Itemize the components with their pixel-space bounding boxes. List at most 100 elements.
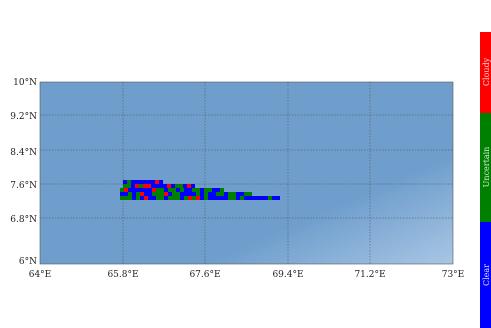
swath-pixel — [220, 188, 224, 192]
swath-pixel — [216, 192, 220, 196]
y-tick-label: 7.6°N — [10, 181, 37, 191]
swath-pixel — [140, 192, 144, 196]
swath-pixel — [123, 180, 127, 184]
legend-label-clear: Clear — [482, 264, 491, 286]
legend-swatch-clear — [480, 222, 491, 328]
swath-pixel — [160, 192, 164, 196]
swath-pixel — [152, 196, 156, 200]
swath-pixel — [152, 188, 156, 192]
swath-pixel — [196, 196, 200, 200]
swath-pixel — [248, 192, 252, 196]
swath-pixel — [188, 188, 192, 192]
swath-pixel — [208, 196, 212, 200]
y-tick-label: 10°N — [13, 78, 37, 88]
swath-pixel — [204, 192, 208, 196]
swath-pixel — [144, 192, 148, 196]
swath-pixel — [167, 184, 171, 188]
swath-pixel — [120, 192, 124, 196]
swath-pixel — [144, 196, 148, 200]
swath-pixel — [228, 192, 232, 196]
swath-pixel — [168, 188, 172, 192]
swath-pixel — [188, 192, 192, 196]
swath-pixel — [172, 196, 176, 200]
swath-pixel — [127, 180, 131, 184]
swath-pixel — [192, 188, 196, 192]
swath-pixel — [151, 180, 155, 184]
swath-pixel — [184, 192, 188, 196]
swath-pixel — [208, 188, 212, 192]
swath-pixel — [156, 196, 160, 200]
swath-pixel — [220, 196, 224, 200]
swath-pixel — [196, 188, 200, 192]
cloud-mask-swath — [120, 180, 280, 200]
swath-pixel — [156, 188, 160, 192]
ocean-background — [40, 82, 453, 264]
swath-pixel — [148, 188, 152, 192]
swath-pixel — [236, 192, 240, 196]
swath-pixel — [140, 196, 144, 200]
y-tick-label: 8.4°N — [10, 148, 37, 158]
swath-pixel — [124, 192, 128, 196]
swath-pixel — [268, 196, 272, 200]
swath-pixel — [131, 184, 135, 188]
swath-pixel — [200, 188, 204, 192]
swath-pixel — [128, 196, 132, 200]
swath-pixel — [244, 192, 248, 196]
legend-label-uncertain: Uncertain — [482, 147, 491, 188]
swath-pixel — [155, 180, 159, 184]
swath-pixel — [172, 188, 176, 192]
swath-pixel — [128, 188, 132, 192]
swath-pixel — [220, 192, 224, 196]
swath-pixel — [136, 188, 140, 192]
swath-pixel — [168, 196, 172, 200]
swath-pixel — [164, 192, 168, 196]
swath-pixel — [147, 180, 151, 184]
swath-pixel — [232, 192, 236, 196]
swath-pixel — [168, 192, 172, 196]
x-tick-label: 64°E — [29, 270, 52, 280]
swath-pixel — [156, 192, 160, 196]
y-tick-label: 6.8°N — [10, 215, 37, 225]
swath-pixel — [212, 192, 216, 196]
swath-pixel — [228, 196, 232, 200]
swath-pixel — [148, 196, 152, 200]
legend-label-cloudy: Cloudy — [482, 57, 491, 86]
swath-pixel — [171, 184, 175, 188]
x-tick-label: 73°E — [442, 270, 465, 280]
swath-pixel — [172, 192, 176, 196]
swath-pixel — [216, 188, 220, 192]
swath-pixel — [151, 184, 155, 188]
x-tick-label: 65.8°E — [107, 270, 138, 280]
swath-pixel — [232, 196, 236, 200]
swath-pixel — [155, 184, 159, 188]
y-tick-label: 9.2°N — [10, 112, 37, 122]
swath-pixel — [159, 184, 163, 188]
swath-pixel — [204, 196, 208, 200]
swath-pixel — [175, 184, 179, 188]
swath-pixel — [132, 196, 136, 200]
swath-pixel — [132, 192, 136, 196]
swath-pixel — [124, 196, 128, 200]
swath-pixel — [179, 184, 183, 188]
swath-pixel — [131, 180, 135, 184]
legend-swatch-cloudy — [480, 32, 491, 113]
swath-pixel — [256, 196, 260, 200]
swath-pixel — [160, 188, 164, 192]
swath-pixel — [184, 188, 188, 192]
swath-pixel — [216, 196, 220, 200]
swath-pixel — [176, 188, 180, 192]
swath-pixel — [187, 184, 191, 188]
swath-pixel — [248, 196, 252, 200]
x-tick-label: 67.6°E — [189, 270, 220, 280]
x-tick-label: 71.2°E — [354, 270, 385, 280]
swath-pixel — [184, 196, 188, 200]
swath-pixel — [196, 192, 200, 196]
swath-pixel — [180, 196, 184, 200]
swath-pixel — [135, 180, 139, 184]
swath-pixel — [140, 188, 144, 192]
swath-pixel — [240, 192, 244, 196]
swath-pixel — [240, 196, 244, 200]
swath-pixel — [139, 184, 143, 188]
swath-pixel — [180, 192, 184, 196]
